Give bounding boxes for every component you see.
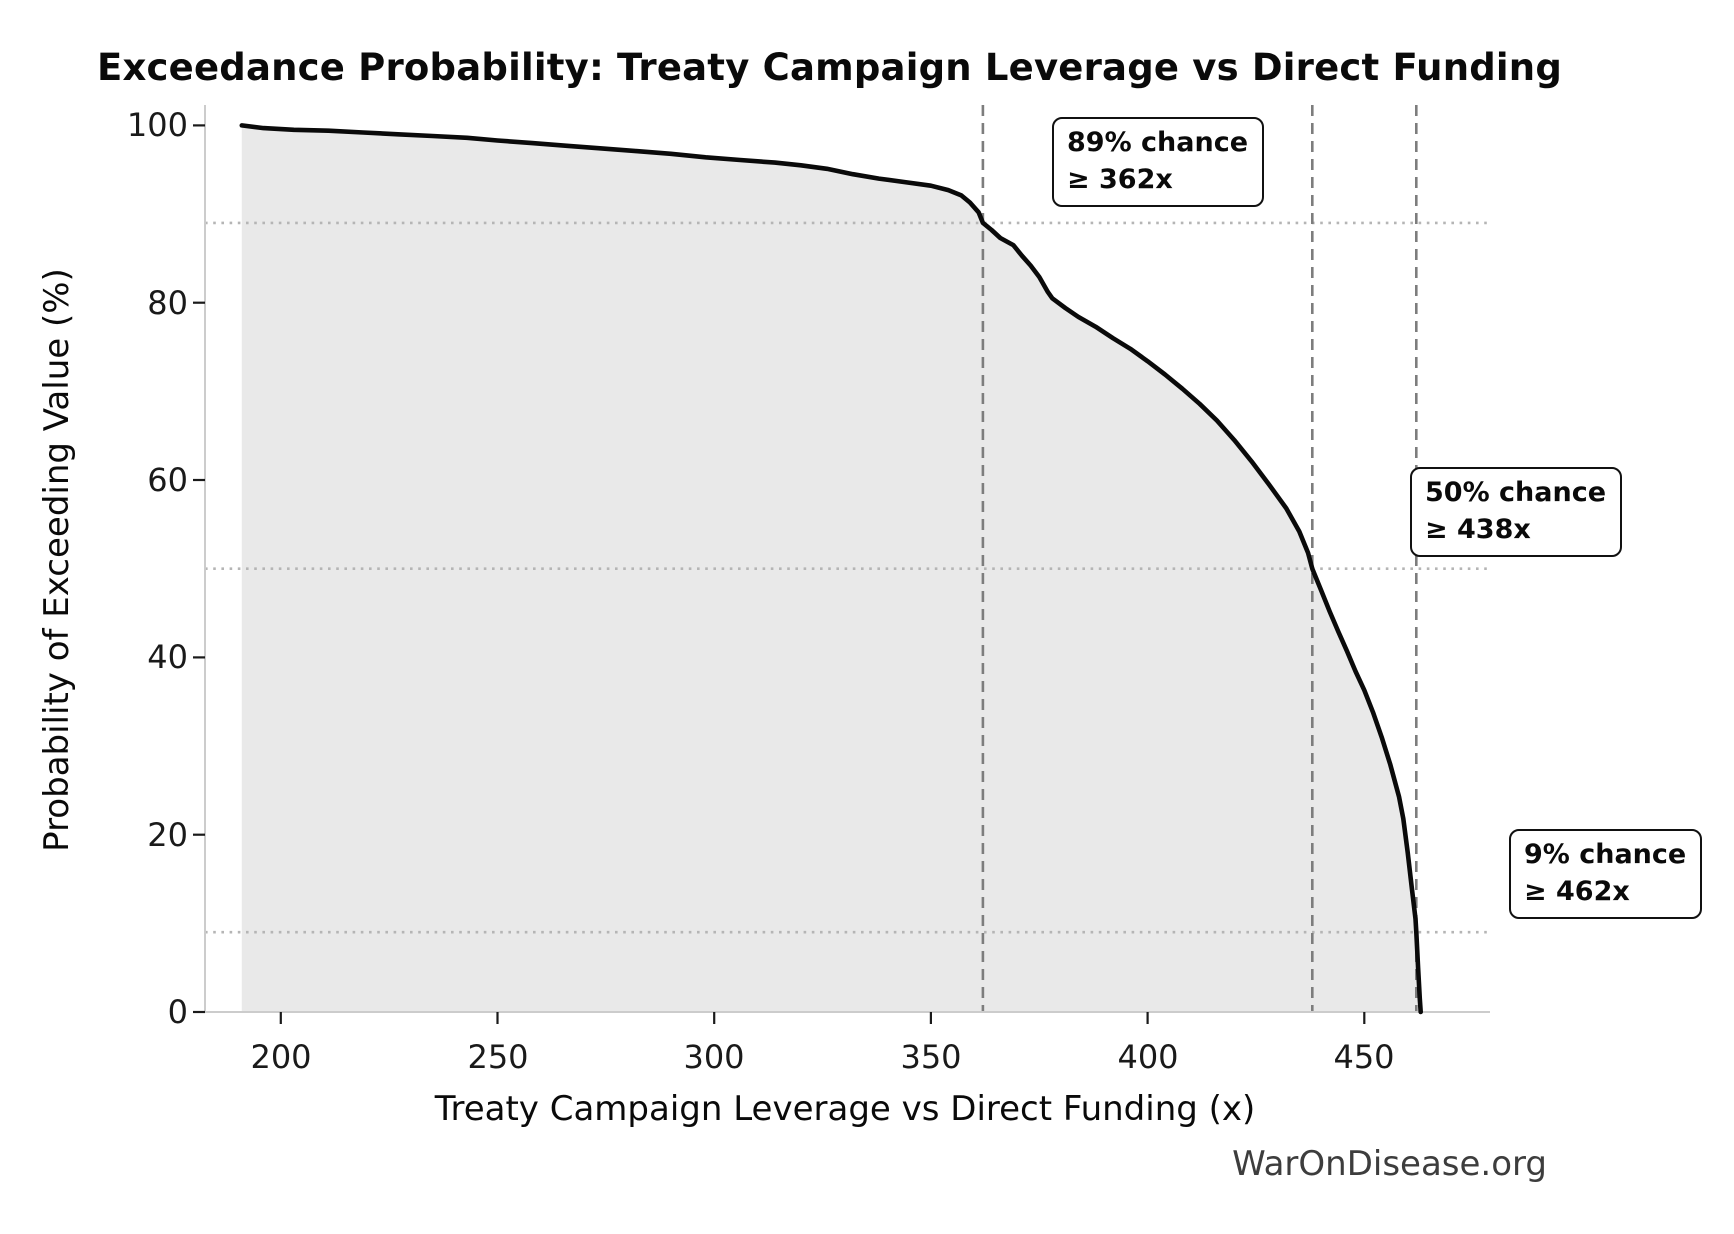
y-tick-label-60: 60 [147,461,188,499]
annotation-50pct-box: 50% chance ≥ 438x [1410,467,1623,557]
y-tick-label-100: 100 [126,106,188,144]
x-tick-label-350: 350 [900,1038,962,1076]
annotation-9pct-box: 9% chance ≥ 462x [1509,829,1703,919]
y-tick-label-80: 80 [147,284,188,322]
x-tick-label-400: 400 [1117,1038,1179,1076]
x-tick-label-450: 450 [1333,1038,1395,1076]
y-tick-label-20: 20 [147,816,188,854]
x-tick-label-200: 200 [250,1038,312,1076]
chart-title: Exceedance Probability: Treaty Campaign … [97,46,1563,89]
x-axis-title: Treaty Campaign Leverage vs Direct Fundi… [434,1089,1256,1129]
y-tick-label-0: 0 [167,993,188,1031]
watermark-text: WarOnDisease.org [1232,1144,1547,1184]
annotation-89pct-box: 89% chance ≥ 362x [1052,117,1265,207]
annotation-threshold-text: ≥ 462x [1524,876,1630,907]
annotation-chance-text: 89% chance [1067,127,1249,158]
exceedance-curve [239,123,1423,1015]
annotation-threshold-text: ≥ 362x [1067,164,1173,195]
annotation-chance-text: 50% chance [1425,477,1607,508]
y-axis-title: Probability of Exceeding Value (%) [37,268,77,852]
annotation-chance-text: 9% chance [1524,839,1687,870]
annotation-threshold-text: ≥ 438x [1425,514,1531,545]
x-tick-label-300: 300 [683,1038,745,1076]
x-tick-label-250: 250 [467,1038,529,1076]
y-tick-label-40: 40 [147,638,188,676]
